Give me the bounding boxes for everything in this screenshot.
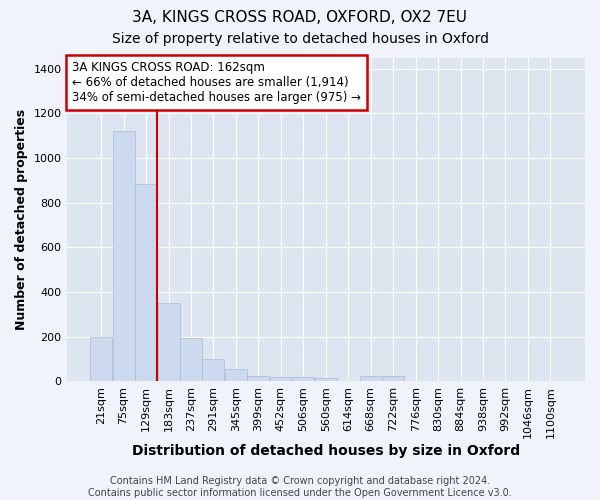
Bar [382,376,404,381]
Bar [270,376,292,381]
Text: 3A, KINGS CROSS ROAD, OXFORD, OX2 7EU: 3A, KINGS CROSS ROAD, OXFORD, OX2 7EU [133,10,467,25]
Bar [202,359,224,381]
Text: 3A KINGS CROSS ROAD: 162sqm
← 66% of detached houses are smaller (1,914)
34% of : 3A KINGS CROSS ROAD: 162sqm ← 66% of det… [72,60,361,104]
Text: Contains HM Land Registry data © Crown copyright and database right 2024.
Contai: Contains HM Land Registry data © Crown c… [88,476,512,498]
Y-axis label: Number of detached properties: Number of detached properties [15,109,28,330]
Bar [90,336,112,381]
Bar [158,303,179,381]
Bar [247,376,269,381]
X-axis label: Distribution of detached houses by size in Oxford: Distribution of detached houses by size … [132,444,520,458]
Bar [135,184,157,381]
Bar [292,377,314,381]
Bar [315,378,337,381]
Text: Size of property relative to detached houses in Oxford: Size of property relative to detached ho… [112,32,488,46]
Bar [180,338,202,381]
Bar [359,376,382,381]
Bar [225,369,247,381]
Bar [113,131,134,381]
